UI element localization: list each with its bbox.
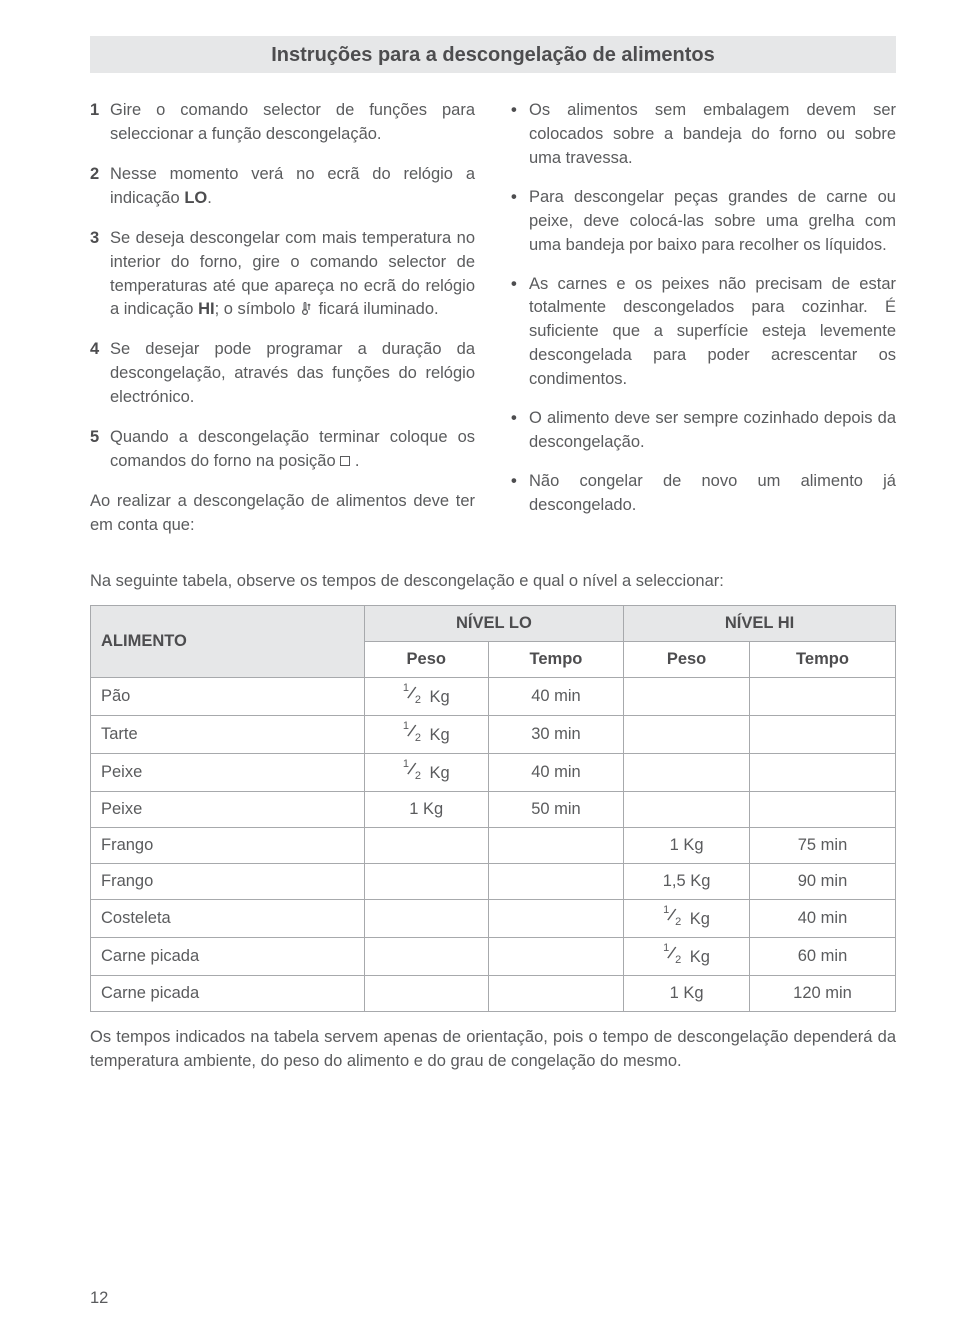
cell-hi-peso: 1/2 Kg <box>624 899 750 937</box>
cell-food: Carne picada <box>91 937 365 975</box>
bullet-item: •Para descongelar peças grandes de carne… <box>511 186 896 258</box>
cell-lo-peso: 1 Kg <box>364 791 488 827</box>
bullet-item: •Não congelar de novo um alimento já des… <box>511 470 896 518</box>
cell-food: Costeleta <box>91 899 365 937</box>
section-title: Instruções para a descongelação de alime… <box>90 36 896 73</box>
cell-hi-peso <box>624 791 750 827</box>
bullet-item: •Os alimentos sem embalagem devem ser co… <box>511 99 896 171</box>
table-row: Peixe1/2 Kg40 min <box>91 753 896 791</box>
table-body: Pão1/2 Kg40 minTarte1/2 Kg30 minPeixe1/2… <box>91 677 896 1011</box>
cell-food: Peixe <box>91 753 365 791</box>
th-hi-tempo: Tempo <box>749 641 895 677</box>
cell-food: Tarte <box>91 715 365 753</box>
cell-lo-tempo: 50 min <box>488 791 623 827</box>
cell-hi-tempo: 60 min <box>749 937 895 975</box>
cell-lo-peso: 1/2 Kg <box>364 753 488 791</box>
page: Instruções para a descongelação de alime… <box>0 0 954 1338</box>
ordered-list-item: 2Nesse momento verá no ecrã do relógio a… <box>90 163 475 211</box>
cell-lo-peso <box>364 899 488 937</box>
cell-lo-tempo <box>488 863 623 899</box>
ordered-list-item: 1Gire o comando selector de funções para… <box>90 99 475 147</box>
table-caption: Na seguinte tabela, observe os tempos de… <box>90 572 896 591</box>
th-lo-tempo: Tempo <box>488 641 623 677</box>
cell-hi-peso <box>624 715 750 753</box>
cell-food: Frango <box>91 863 365 899</box>
cell-hi-tempo: 120 min <box>749 975 895 1011</box>
left-column: 1Gire o comando selector de funções para… <box>90 99 475 538</box>
cell-lo-tempo <box>488 937 623 975</box>
th-nivel-hi: NÍVEL HI <box>624 605 896 641</box>
table-row: Pão1/2 Kg40 min <box>91 677 896 715</box>
square-icon <box>340 456 350 466</box>
cell-hi-peso <box>624 753 750 791</box>
cell-hi-peso <box>624 677 750 715</box>
table-row: Carne picada 1 Kg120 min <box>91 975 896 1011</box>
cell-hi-tempo <box>749 791 895 827</box>
cell-lo-peso: 1/2 Kg <box>364 715 488 753</box>
th-hi-peso: Peso <box>624 641 750 677</box>
cell-lo-tempo: 40 min <box>488 753 623 791</box>
bullet-item: •O alimento deve ser sempre cozinhado de… <box>511 407 896 455</box>
cell-food: Frango <box>91 827 365 863</box>
cell-hi-tempo: 75 min <box>749 827 895 863</box>
cell-hi-tempo <box>749 753 895 791</box>
table-footnote: Os tempos indicados na tabela servem ape… <box>90 1026 896 1074</box>
cell-lo-peso <box>364 863 488 899</box>
bullet-item: •As carnes e os peixes não precisam de e… <box>511 273 896 393</box>
cell-food: Peixe <box>91 791 365 827</box>
table-row: Peixe1 Kg50 min <box>91 791 896 827</box>
cell-hi-peso: 1 Kg <box>624 827 750 863</box>
cell-hi-tempo: 90 min <box>749 863 895 899</box>
cell-food: Pão <box>91 677 365 715</box>
cell-lo-tempo <box>488 827 623 863</box>
table-row: Costeleta 1/2 Kg40 min <box>91 899 896 937</box>
two-column-layout: 1Gire o comando selector de funções para… <box>90 99 896 538</box>
right-column: •Os alimentos sem embalagem devem ser co… <box>511 99 896 538</box>
page-number: 12 <box>90 1289 108 1308</box>
cell-lo-peso <box>364 937 488 975</box>
th-alimento: ALIMENTO <box>91 605 365 677</box>
table-row: Frango 1,5 Kg90 min <box>91 863 896 899</box>
table-row: Tarte1/2 Kg30 min <box>91 715 896 753</box>
table-row: Frango 1 Kg75 min <box>91 827 896 863</box>
ordered-list-item: 4Se desejar pode programar a duração da … <box>90 338 475 410</box>
cell-hi-peso: 1,5 Kg <box>624 863 750 899</box>
th-lo-peso: Peso <box>364 641 488 677</box>
cell-lo-tempo <box>488 975 623 1011</box>
cell-hi-peso: 1/2 Kg <box>624 937 750 975</box>
cell-hi-tempo <box>749 715 895 753</box>
ordered-list-item: 3Se deseja descongelar com mais temperat… <box>90 227 475 323</box>
cell-lo-peso <box>364 827 488 863</box>
table-row: Carne picada 1/2 Kg60 min <box>91 937 896 975</box>
cell-food: Carne picada <box>91 975 365 1011</box>
cell-lo-peso: 1/2 Kg <box>364 677 488 715</box>
defrost-table: ALIMENTO NÍVEL LO NÍVEL HI Peso Tempo Pe… <box>90 605 896 1012</box>
cell-lo-tempo: 40 min <box>488 677 623 715</box>
cell-lo-tempo: 30 min <box>488 715 623 753</box>
cell-hi-peso: 1 Kg <box>624 975 750 1011</box>
ordered-list-item: 5Quando a descongelação terminar coloque… <box>90 426 475 474</box>
left-footer-text: Ao realizar a descongelação de alimentos… <box>90 490 475 538</box>
cell-hi-tempo: 40 min <box>749 899 895 937</box>
cell-lo-tempo <box>488 899 623 937</box>
th-nivel-lo: NÍVEL LO <box>364 605 623 641</box>
cell-hi-tempo <box>749 677 895 715</box>
cell-lo-peso <box>364 975 488 1011</box>
